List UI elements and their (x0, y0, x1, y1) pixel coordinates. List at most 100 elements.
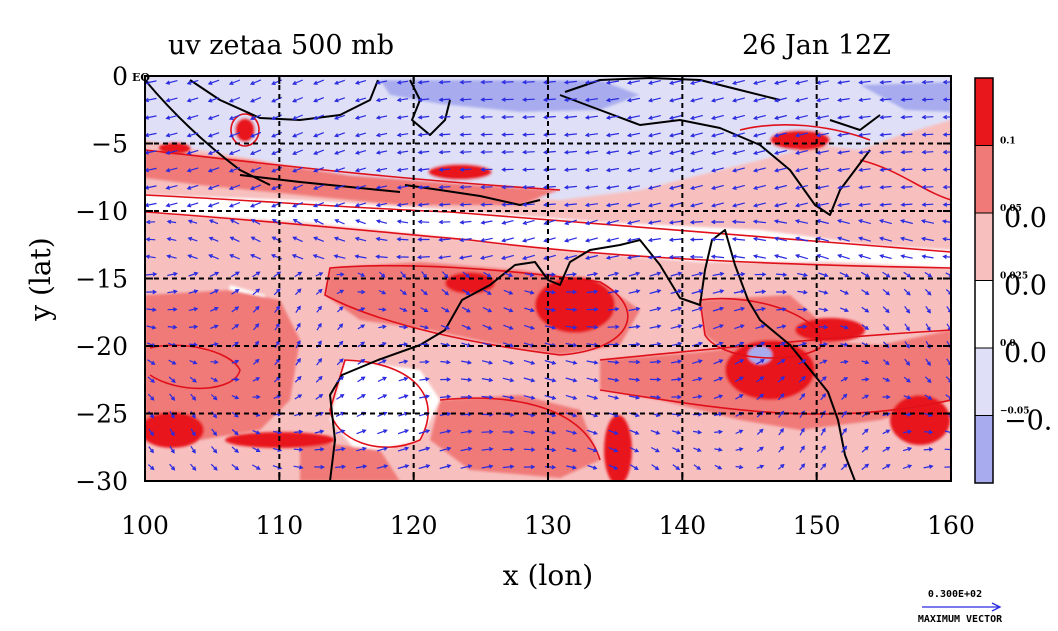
wind-vector (522, 202, 535, 207)
wind-vector (925, 323, 931, 332)
wind-vector (902, 464, 913, 470)
wind-vector (501, 167, 514, 172)
wind-vector (501, 97, 514, 102)
wind-vector (252, 288, 261, 296)
wind-vector (396, 219, 409, 224)
wind-vector (228, 114, 241, 120)
wind-vector (815, 236, 829, 242)
wind-vector (860, 271, 870, 278)
wind-vector (398, 376, 409, 382)
wind-vector (458, 255, 473, 260)
wind-vector (923, 429, 934, 435)
wind-vector (752, 114, 766, 120)
wind-vector (295, 340, 301, 349)
wind-vector (460, 464, 473, 469)
wind-vector (295, 357, 301, 366)
wind-vector (544, 307, 557, 313)
wind-vector (903, 288, 911, 296)
wind-vector (165, 115, 178, 120)
wind-vector (626, 150, 641, 155)
wind-vector (861, 463, 870, 471)
wind-vector (523, 359, 536, 365)
colorbar-label-small: 0.025 (1000, 272, 1028, 282)
wind-vector (396, 132, 409, 138)
wind-vector (731, 219, 746, 225)
wind-vector (210, 394, 218, 401)
wind-vector (459, 114, 472, 120)
wind-vector (586, 289, 599, 294)
wind-vector (417, 150, 430, 155)
wind-vector (375, 150, 388, 155)
wind-vector (399, 307, 408, 312)
wind-vector (501, 149, 514, 155)
wind-vector (333, 254, 346, 259)
wind-vector (483, 271, 492, 278)
wind-vector (584, 237, 598, 243)
wind-vector (777, 376, 786, 383)
wind-vector (774, 202, 787, 208)
wind-vector (820, 427, 826, 436)
wind-vector (396, 115, 409, 120)
wind-vector (713, 376, 724, 382)
wind-vector (941, 219, 951, 224)
wind-vector (357, 289, 366, 295)
wind-vector (565, 447, 578, 453)
wind-vector (670, 306, 683, 312)
wind-vector (945, 394, 951, 400)
wind-vector (710, 237, 725, 242)
wind-vector (629, 429, 640, 435)
wind-vector (292, 236, 303, 243)
wind-vector (841, 410, 847, 418)
wind-vector (462, 289, 471, 296)
wind-vector (626, 237, 641, 243)
wind-vector (165, 150, 178, 155)
wind-vector (647, 237, 661, 243)
wind-vector (879, 167, 892, 172)
vorticity-core-south (604, 415, 632, 481)
wind-vector (169, 445, 175, 454)
wind-vector (148, 428, 154, 437)
wind-vector (605, 255, 620, 260)
wind-vector (921, 149, 934, 155)
wind-vector (438, 237, 451, 242)
wind-vector (605, 80, 620, 85)
wind-vector (566, 465, 577, 470)
wind-vector (858, 115, 871, 120)
wind-vector (584, 202, 598, 208)
wind-vector (396, 97, 409, 103)
wind-vector (924, 376, 932, 384)
wind-vector (752, 202, 766, 208)
wind-vector (879, 132, 892, 137)
wind-vector (626, 132, 641, 138)
wind-vector (861, 377, 870, 382)
wind-vector (944, 464, 951, 470)
wind-vector (818, 324, 829, 330)
y-tick-label: −5 (91, 130, 128, 159)
wind-vector (354, 115, 367, 120)
wind-vector (207, 132, 220, 138)
wind-vector (459, 220, 472, 225)
wind-vector (252, 394, 261, 400)
wind-vector (210, 463, 218, 471)
wind-vector (230, 271, 240, 278)
wind-vector (166, 237, 177, 242)
wind-vector (355, 464, 368, 469)
wind-vector (523, 447, 536, 452)
wind-vector (186, 202, 199, 208)
wind-vector (752, 132, 766, 138)
wind-vector (586, 324, 599, 330)
wind-vector (231, 395, 240, 400)
wind-vector (755, 324, 766, 329)
wind-vector (460, 429, 473, 434)
wind-vector (186, 79, 199, 85)
wind-vector (522, 97, 535, 102)
wind-vector (231, 341, 240, 347)
wind-vector (689, 237, 704, 242)
wind-vector (837, 167, 850, 173)
wind-vector (502, 395, 515, 400)
wind-vector (904, 323, 910, 332)
x-tick-label: 110 (255, 511, 303, 540)
wind-vector (416, 254, 430, 260)
wind-vector (799, 463, 806, 471)
wind-vector (522, 167, 535, 172)
